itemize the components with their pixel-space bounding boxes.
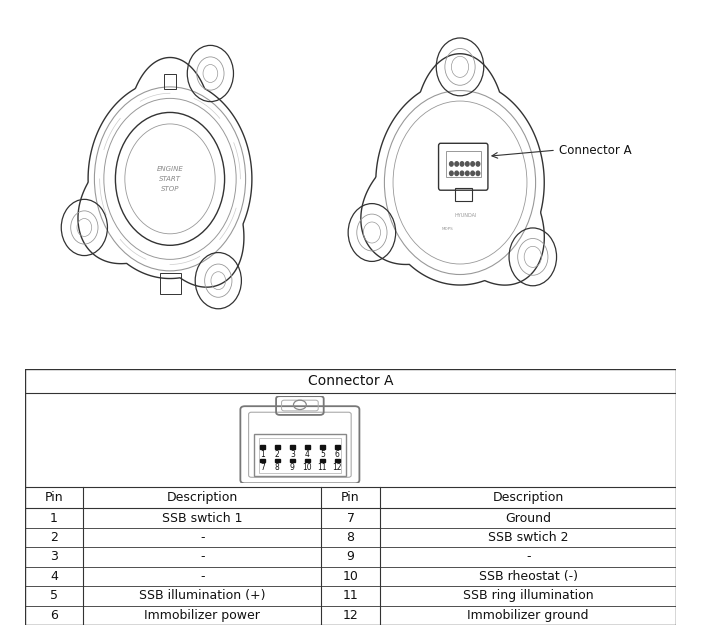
Text: 3: 3 <box>290 450 295 459</box>
Bar <box>455 188 472 201</box>
Circle shape <box>476 171 479 176</box>
Text: SSB ring illumination: SSB ring illumination <box>463 589 594 603</box>
Text: Connector A: Connector A <box>308 374 393 388</box>
Text: -: - <box>526 551 531 563</box>
Text: 8: 8 <box>275 463 280 472</box>
Text: 10: 10 <box>303 463 312 472</box>
Text: 8: 8 <box>346 531 355 544</box>
Circle shape <box>465 162 469 166</box>
Text: SSB swtich 2: SSB swtich 2 <box>488 531 569 544</box>
Bar <box>320 445 325 449</box>
Circle shape <box>460 171 464 176</box>
Bar <box>260 459 265 462</box>
Circle shape <box>471 171 475 176</box>
Bar <box>335 459 340 462</box>
Text: 7: 7 <box>260 463 265 472</box>
Bar <box>290 459 294 462</box>
Text: 7: 7 <box>346 512 355 524</box>
Text: Immobilizer ground: Immobilizer ground <box>468 609 589 622</box>
Text: 11: 11 <box>343 589 358 603</box>
Text: 1: 1 <box>260 450 265 459</box>
Circle shape <box>449 162 453 166</box>
Bar <box>260 445 265 449</box>
Bar <box>320 459 325 462</box>
Circle shape <box>476 162 479 166</box>
Bar <box>290 445 294 449</box>
Text: SSB swtich 1: SSB swtich 1 <box>162 512 243 524</box>
Text: SSB illumination (+): SSB illumination (+) <box>139 589 266 603</box>
Text: 12: 12 <box>333 463 342 472</box>
Text: SSB rheostat (-): SSB rheostat (-) <box>479 570 578 583</box>
Text: 5: 5 <box>50 589 58 603</box>
Text: Ground: Ground <box>505 512 551 524</box>
Bar <box>275 445 280 449</box>
Text: 6: 6 <box>50 609 57 622</box>
Bar <box>160 274 180 294</box>
Circle shape <box>471 162 475 166</box>
Circle shape <box>465 171 469 176</box>
Text: Pin: Pin <box>341 491 360 504</box>
Text: 1: 1 <box>50 512 57 524</box>
Text: 11: 11 <box>318 463 327 472</box>
Text: HYUNDAI: HYUNDAI <box>454 213 477 218</box>
Bar <box>275 459 280 462</box>
Text: ENGINE: ENGINE <box>156 166 184 172</box>
Text: -: - <box>200 531 205 544</box>
Circle shape <box>455 162 458 166</box>
Text: 6: 6 <box>335 450 340 459</box>
Bar <box>305 459 310 462</box>
Text: MDPS: MDPS <box>441 226 453 231</box>
Text: -: - <box>200 570 205 583</box>
Text: 3: 3 <box>50 551 57 563</box>
Text: Connector A: Connector A <box>559 144 632 156</box>
Text: 4: 4 <box>50 570 57 583</box>
Text: 4: 4 <box>305 450 310 459</box>
Text: START: START <box>159 176 181 182</box>
Text: 9: 9 <box>346 551 355 563</box>
Text: Immobilizer power: Immobilizer power <box>144 609 260 622</box>
Bar <box>335 445 340 449</box>
Circle shape <box>449 171 453 176</box>
Text: 2: 2 <box>275 450 280 459</box>
Text: 12: 12 <box>343 609 358 622</box>
Bar <box>446 151 480 178</box>
Text: 10: 10 <box>343 570 358 583</box>
Circle shape <box>455 171 458 176</box>
Bar <box>305 445 310 449</box>
Circle shape <box>460 162 464 166</box>
Text: Description: Description <box>493 491 564 504</box>
Text: STOP: STOP <box>161 186 179 192</box>
Text: 9: 9 <box>290 463 295 472</box>
Text: Description: Description <box>167 491 238 504</box>
Text: 5: 5 <box>320 450 325 459</box>
Bar <box>259 438 341 472</box>
Bar <box>254 435 346 476</box>
Bar <box>164 74 176 89</box>
Text: 2: 2 <box>50 531 57 544</box>
Text: Pin: Pin <box>45 491 63 504</box>
Text: -: - <box>200 551 205 563</box>
